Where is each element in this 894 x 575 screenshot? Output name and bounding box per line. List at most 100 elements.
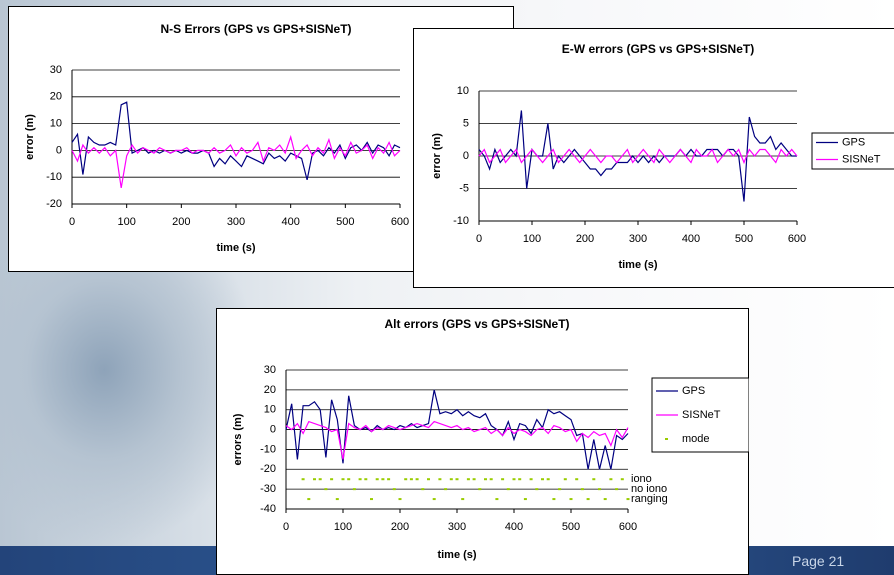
y-tick-label: 10	[50, 118, 62, 130]
y-tick-label: 20	[50, 91, 62, 103]
legend-label: SISNeT	[682, 409, 721, 421]
y-tick-label: -20	[260, 463, 276, 475]
x-tick-label: 300	[629, 233, 647, 245]
series-line	[285, 389, 629, 470]
y-tick-label: 20	[264, 384, 276, 396]
chart-title: Alt errors (GPS vs GPS+SISNeT)	[384, 317, 569, 331]
x-tick-label: 600	[619, 521, 637, 533]
legend-label: GPS	[842, 136, 865, 148]
mode-marker	[358, 478, 362, 481]
mode-marker	[449, 478, 453, 481]
mode-marker	[409, 478, 413, 481]
mode-marker	[501, 478, 505, 481]
mode-marker	[444, 488, 448, 491]
y-tick-label: 10	[457, 85, 469, 97]
mode-marker	[512, 478, 516, 481]
series-line	[285, 420, 629, 460]
mode-marker	[466, 478, 470, 481]
x-tick-label: 0	[283, 521, 289, 533]
y-tick-label: -30	[260, 483, 276, 495]
mode-marker	[324, 488, 328, 491]
chart: E-W errors (GPS vs GPS+SISNeT) error (m) t…	[413, 28, 894, 288]
mode-marker	[352, 488, 356, 491]
y-axis-label: error (m)	[24, 114, 36, 160]
series-line	[71, 101, 401, 181]
x-tick-label: 100	[523, 233, 541, 245]
mode-marker	[586, 498, 590, 501]
mode-marker	[341, 478, 345, 481]
mode-marker	[347, 478, 351, 481]
y-tick-label: 5	[463, 117, 469, 129]
legend-label: mode	[682, 433, 710, 445]
y-tick-label: -20	[46, 198, 62, 210]
x-tick-label: 0	[69, 216, 75, 228]
mode-marker	[518, 478, 522, 481]
mode-marker	[552, 498, 556, 501]
chart-title: E-W errors (GPS vs GPS+SISNeT)	[562, 42, 754, 56]
mode-marker	[432, 498, 436, 501]
x-tick-label: 600	[391, 216, 409, 228]
mode-marker	[523, 498, 527, 501]
x-tick-label: 400	[505, 521, 523, 533]
mode-marker	[398, 498, 402, 501]
x-tick-label: 400	[281, 216, 299, 228]
mode-marker	[541, 478, 544, 481]
chart-title: N-S Errors (GPS vs GPS+SISNeT)	[160, 22, 351, 36]
mode-marker	[335, 498, 339, 501]
chart-border	[413, 28, 894, 288]
mode-marker	[318, 478, 322, 481]
legend-label: GPS	[682, 385, 705, 397]
mode-marker	[427, 478, 430, 481]
mode-marker	[421, 488, 425, 491]
mode-marker	[563, 478, 567, 481]
mode-marker	[415, 478, 419, 481]
mode-marker	[609, 478, 613, 481]
y-axis-label: errors (m)	[232, 413, 244, 465]
mode-label: iono	[631, 473, 652, 485]
mode-marker	[592, 478, 596, 481]
x-tick-label: 500	[735, 233, 753, 245]
mode-marker	[313, 478, 316, 481]
mode-marker	[381, 478, 385, 481]
y-tick-label: 0	[56, 144, 62, 156]
mode-marker	[506, 488, 510, 491]
mode-marker	[569, 498, 573, 501]
x-tick-label: 200	[172, 216, 190, 228]
x-tick-label: 600	[788, 233, 806, 245]
mode-marker	[546, 478, 550, 481]
mode-marker	[438, 478, 442, 481]
mode-label: no iono	[631, 483, 667, 495]
x-tick-label: 100	[117, 216, 135, 228]
page-number: Page 21	[792, 553, 845, 569]
mode-marker	[392, 488, 396, 491]
mode-marker	[307, 498, 311, 501]
x-tick-label: 200	[391, 521, 409, 533]
mode-marker	[472, 478, 476, 481]
mode-marker	[364, 478, 368, 481]
y-tick-label: -10	[46, 171, 62, 183]
x-axis-label: time (s)	[618, 259, 657, 271]
series-line	[478, 148, 798, 165]
legend-box	[811, 132, 894, 170]
y-tick-label: 10	[264, 404, 276, 416]
y-tick-label: -40	[260, 503, 276, 515]
y-tick-label: -10	[260, 443, 276, 455]
y-axis-label: error (m)	[431, 133, 443, 179]
mode-marker	[620, 478, 624, 481]
x-tick-label: 300	[448, 521, 466, 533]
x-tick-label: 500	[562, 521, 580, 533]
x-axis-label: time (s)	[437, 549, 476, 561]
mode-label: ranging	[631, 493, 668, 505]
x-tick-label: 200	[576, 233, 594, 245]
y-tick-label: 0	[270, 423, 276, 435]
y-tick-label: -5	[459, 182, 469, 194]
mode-marker	[529, 478, 533, 481]
y-tick-label: -10	[453, 215, 469, 227]
mode-marker	[484, 478, 487, 481]
x-tick-label: 300	[227, 216, 245, 228]
y-tick-label: 30	[50, 64, 62, 76]
mode-marker	[495, 498, 499, 501]
mode-marker	[330, 478, 334, 481]
x-tick-label: 500	[336, 216, 354, 228]
